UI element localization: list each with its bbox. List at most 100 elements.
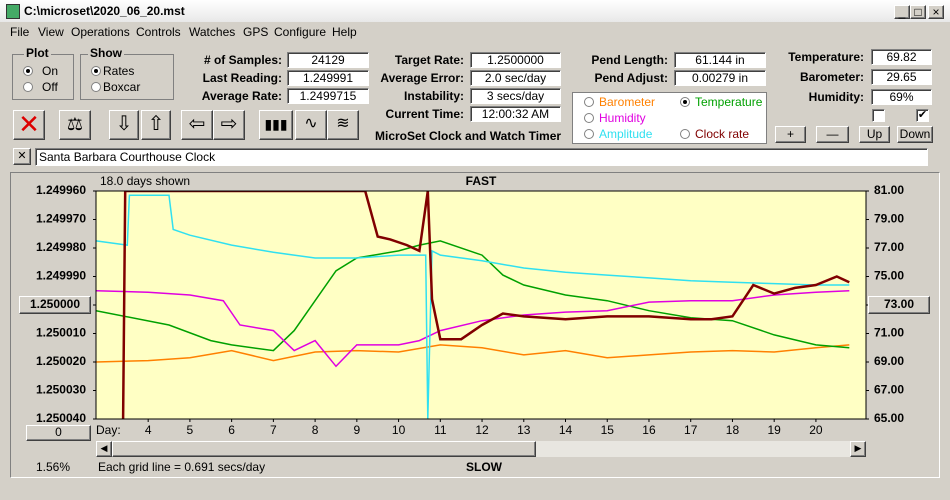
y-tick-label: 1.249960	[36, 183, 86, 197]
close-window-button[interactable]: ×	[928, 5, 944, 19]
y-tick-label: 1.250030	[36, 383, 86, 397]
up-button[interactable]: ⇧	[141, 110, 171, 140]
field-label: Average Rate:	[201, 89, 282, 103]
clear-button[interactable]: ✕	[13, 110, 45, 140]
y-tick-label: 1.249970	[36, 212, 86, 226]
y-tick-label: 1.250010	[36, 326, 86, 340]
field-label: Target Rate:	[394, 53, 464, 67]
adjust-button[interactable]: +	[775, 126, 806, 143]
plot-border	[95, 190, 867, 420]
field-label: Average Error:	[380, 71, 464, 85]
legend-label[interactable]: Amplitude	[599, 127, 653, 141]
menu-item[interactable]: View	[38, 25, 64, 39]
x-tick-label: 14	[559, 423, 573, 437]
noise-button[interactable]: ≋	[327, 110, 359, 140]
series-line	[96, 290, 850, 368]
legend-radio[interactable]	[584, 113, 594, 123]
wave-button[interactable]: ∿	[295, 110, 327, 140]
radio-button[interactable]	[23, 82, 33, 92]
maximize-button[interactable]: □	[910, 5, 926, 19]
x-tick-label: 13	[517, 423, 531, 437]
scroll-thumb[interactable]	[112, 441, 536, 457]
y2-tick-label: 71.00	[874, 326, 904, 340]
field-label: Temperature:	[788, 50, 864, 64]
menu-item[interactable]: Help	[332, 25, 357, 39]
radio-button[interactable]	[91, 82, 101, 92]
legend-box	[572, 92, 767, 144]
radio-button[interactable]	[91, 66, 101, 76]
left-button[interactable]: ⇦	[181, 110, 213, 140]
adjust-button[interactable]: Down	[897, 126, 933, 143]
app-icon	[6, 4, 20, 19]
bars-button[interactable]: ▮▮▮	[259, 110, 293, 140]
y2-tick-label: 77.00	[874, 240, 904, 254]
legend-label[interactable]: Clock rate	[695, 127, 750, 141]
clear-name-button[interactable]: ✕	[13, 148, 31, 165]
minimize-button[interactable]: _	[894, 5, 910, 19]
radio-label[interactable]: Rates	[103, 64, 135, 78]
field-label: Current Time:	[385, 107, 464, 121]
field-label: Humidity:	[808, 90, 864, 104]
group-title: Plot	[24, 46, 51, 60]
field-value: 29.65	[871, 69, 932, 85]
radio-label[interactable]: Off	[42, 80, 58, 94]
radio-button[interactable]	[23, 66, 33, 76]
x-tick-label: 12	[475, 423, 489, 437]
x-tick-label: 9	[353, 423, 360, 437]
x-axis-label: Day:	[96, 423, 121, 437]
x-tick-label: 10	[392, 423, 406, 437]
offset-button[interactable]: 0	[26, 425, 91, 441]
menu-item[interactable]: File	[10, 25, 30, 39]
legend-radio[interactable]	[680, 97, 690, 107]
menu-item[interactable]: Controls	[136, 25, 181, 39]
x-tick-label: 6	[228, 423, 235, 437]
y2-offset-button[interactable]: 73.00	[868, 296, 930, 314]
scroll-right[interactable]: ▶	[850, 441, 866, 457]
scale-button[interactable]: ⚖	[59, 110, 91, 140]
legend-radio[interactable]	[584, 97, 594, 107]
title-bar	[0, 0, 950, 22]
radio-label[interactable]: On	[42, 64, 59, 78]
x-tick-label: 20	[809, 423, 823, 437]
menu-item[interactable]: Configure	[274, 25, 327, 39]
field-value: 3 secs/day	[470, 88, 561, 104]
slow-label: SLOW	[466, 460, 503, 474]
x-tick-label: 11	[434, 423, 447, 437]
checkbox[interactable]	[872, 109, 885, 122]
y2-tick-label: 75.00	[874, 269, 904, 283]
field-value: 1.2500000	[470, 52, 561, 68]
menu-item[interactable]: Operations	[71, 25, 130, 39]
adjust-button[interactable]: —	[816, 126, 849, 143]
radio-label[interactable]: Boxcar	[103, 80, 141, 94]
series-line	[121, 191, 850, 419]
field-label: # of Samples:	[203, 53, 282, 67]
x-tick-label: 19	[768, 423, 782, 437]
x-tick-label: 16	[642, 423, 656, 437]
right-button[interactable]: ⇨	[213, 110, 245, 140]
legend-radio[interactable]	[584, 129, 594, 139]
series-line	[96, 344, 850, 363]
days-shown: 18.0 days shown	[100, 174, 190, 188]
down-button[interactable]: ⇩	[109, 110, 139, 140]
checkbox[interactable]: ✔	[916, 109, 929, 122]
y2-tick-label: 65.00	[874, 411, 904, 425]
field-value: 1.2499715	[287, 88, 369, 104]
y-tick-label: 1.250020	[36, 354, 86, 368]
y-offset-button[interactable]: 1.250000	[19, 296, 91, 314]
field-value: 24129	[287, 52, 369, 68]
field-label: Instability:	[403, 89, 464, 103]
clock-name[interactable]: Santa Barbara Courthouse Clock	[35, 148, 928, 166]
legend-label[interactable]: Barometer	[599, 95, 656, 109]
menu-item[interactable]: Watches	[189, 25, 236, 39]
field-value: 61.144 in	[674, 52, 766, 68]
legend-radio[interactable]	[680, 129, 690, 139]
scroll-left[interactable]: ◀	[96, 441, 112, 457]
adjust-button[interactable]: Up	[859, 126, 890, 143]
fast-label: FAST	[466, 174, 497, 188]
legend-label[interactable]: Humidity	[599, 111, 646, 125]
legend-label[interactable]: Temperature	[695, 95, 763, 109]
group-title: Show	[88, 46, 124, 60]
menu-item[interactable]: GPS	[243, 25, 269, 39]
